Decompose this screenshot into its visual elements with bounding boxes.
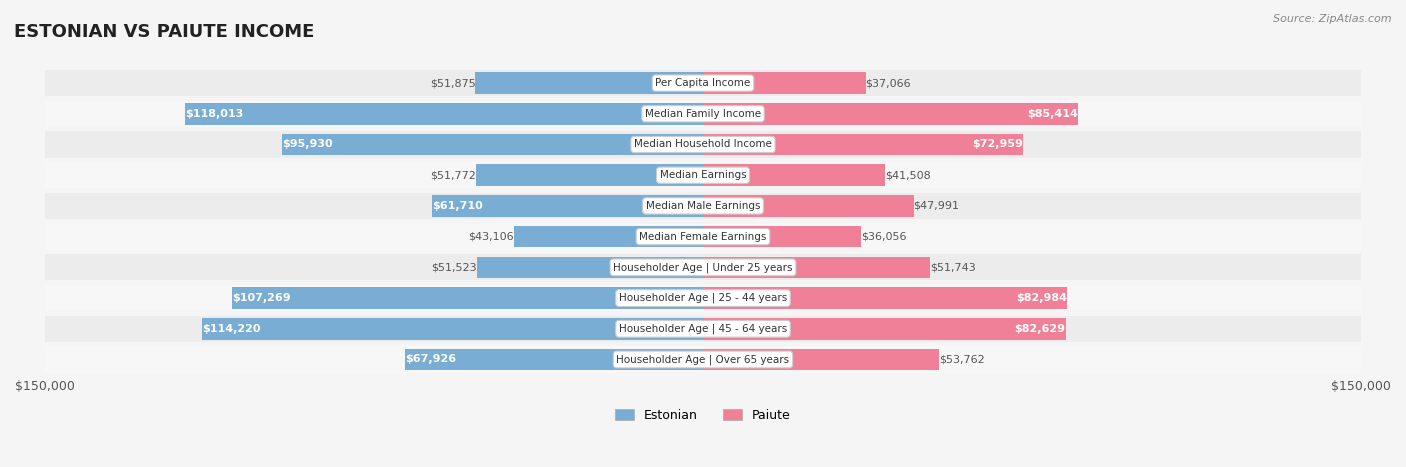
Text: Median Family Income: Median Family Income xyxy=(645,109,761,119)
Bar xyxy=(283,134,703,155)
Text: Householder Age | 25 - 44 years: Householder Age | 25 - 44 years xyxy=(619,293,787,303)
Bar xyxy=(703,164,886,186)
Bar xyxy=(477,256,703,278)
Bar xyxy=(703,103,1078,125)
Text: Per Capita Income: Per Capita Income xyxy=(655,78,751,88)
Text: Median Female Earnings: Median Female Earnings xyxy=(640,232,766,241)
Bar xyxy=(703,134,1024,155)
Text: $47,991: $47,991 xyxy=(914,201,959,211)
Text: $53,762: $53,762 xyxy=(939,354,984,364)
Bar xyxy=(45,255,1361,280)
Text: $43,106: $43,106 xyxy=(468,232,513,241)
Text: Median Male Earnings: Median Male Earnings xyxy=(645,201,761,211)
Text: $51,772: $51,772 xyxy=(430,170,475,180)
Bar xyxy=(703,287,1067,309)
Text: $51,523: $51,523 xyxy=(432,262,477,272)
Text: ESTONIAN VS PAIUTE INCOME: ESTONIAN VS PAIUTE INCOME xyxy=(14,23,315,42)
Text: Median Household Income: Median Household Income xyxy=(634,140,772,149)
Bar xyxy=(703,226,862,248)
Bar xyxy=(45,101,1361,127)
Bar xyxy=(45,70,1361,96)
Text: Median Earnings: Median Earnings xyxy=(659,170,747,180)
Bar xyxy=(513,226,703,248)
Bar xyxy=(432,195,703,217)
Text: $118,013: $118,013 xyxy=(186,109,243,119)
Bar xyxy=(703,256,929,278)
Bar xyxy=(703,195,914,217)
Bar xyxy=(405,349,703,370)
Bar xyxy=(45,131,1361,157)
Text: $51,875: $51,875 xyxy=(430,78,475,88)
Bar xyxy=(186,103,703,125)
Bar xyxy=(703,349,939,370)
Bar xyxy=(45,347,1361,373)
Bar xyxy=(45,193,1361,219)
Text: $85,414: $85,414 xyxy=(1026,109,1077,119)
Text: Householder Age | Under 25 years: Householder Age | Under 25 years xyxy=(613,262,793,273)
Bar xyxy=(45,316,1361,342)
Text: $61,710: $61,710 xyxy=(432,201,484,211)
Bar xyxy=(703,72,866,94)
Text: Householder Age | Over 65 years: Householder Age | Over 65 years xyxy=(616,354,790,365)
Bar xyxy=(45,285,1361,311)
Text: $41,508: $41,508 xyxy=(886,170,931,180)
Text: $82,984: $82,984 xyxy=(1017,293,1067,303)
Text: $67,926: $67,926 xyxy=(405,354,456,364)
Text: $114,220: $114,220 xyxy=(202,324,260,334)
Bar xyxy=(703,318,1066,340)
Bar xyxy=(202,318,703,340)
Text: $107,269: $107,269 xyxy=(232,293,291,303)
Bar xyxy=(45,162,1361,188)
Text: $36,056: $36,056 xyxy=(862,232,907,241)
Text: $72,959: $72,959 xyxy=(972,140,1024,149)
Text: $37,066: $37,066 xyxy=(866,78,911,88)
Bar xyxy=(475,164,703,186)
Bar xyxy=(475,72,703,94)
Text: $82,629: $82,629 xyxy=(1015,324,1066,334)
Text: $51,743: $51,743 xyxy=(929,262,976,272)
Text: $95,930: $95,930 xyxy=(283,140,333,149)
Text: Source: ZipAtlas.com: Source: ZipAtlas.com xyxy=(1274,14,1392,24)
Bar xyxy=(45,224,1361,250)
Text: Householder Age | 45 - 64 years: Householder Age | 45 - 64 years xyxy=(619,324,787,334)
Legend: Estonian, Paiute: Estonian, Paiute xyxy=(610,403,796,427)
Bar xyxy=(232,287,703,309)
